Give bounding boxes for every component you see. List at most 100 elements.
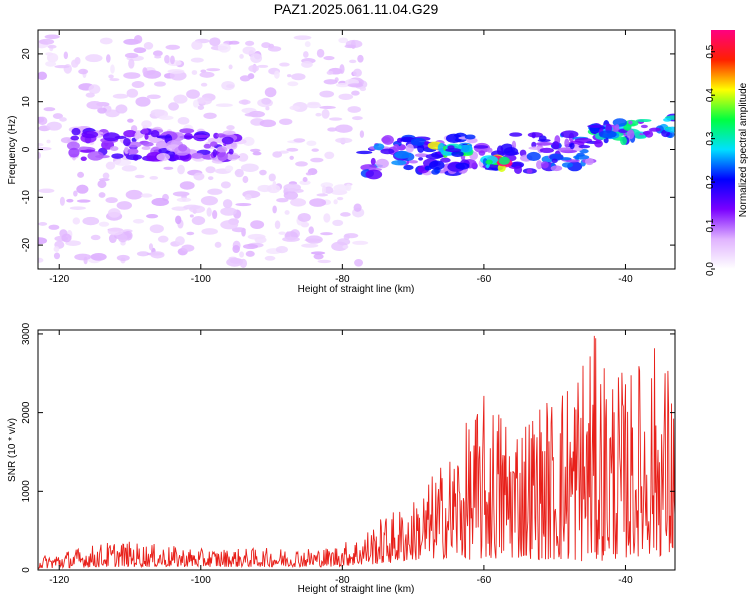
heatmap-cell: [86, 100, 103, 110]
heatmap-cell: [276, 198, 289, 203]
heatmap-cell: [324, 186, 334, 194]
snr-panel: -120 -100 -80 -60 -40 0 1000 2000 3000 Height o…: [7, 322, 676, 595]
heatmap-cell: [226, 152, 240, 161]
heatmap-cell: [282, 236, 300, 242]
heatmap-cell: [200, 195, 218, 206]
y-tick-label: 1000: [21, 480, 32, 503]
heatmap-cell: [345, 183, 352, 192]
heatmap-cell: [48, 224, 60, 230]
heatmap-cell: [381, 135, 394, 145]
heatmap-cell: [295, 161, 308, 167]
heatmap-cell: [335, 137, 353, 144]
heatmap-cell: [445, 148, 462, 153]
heatmap-cell: [585, 157, 594, 166]
heatmap-cell: [514, 165, 523, 174]
heatmap-cell: [240, 163, 259, 172]
heatmap-cell: [302, 176, 308, 183]
heatmap-cell: [220, 220, 239, 230]
heatmap-cell: [175, 215, 182, 225]
heatmap-cell: [124, 52, 139, 59]
heatmap-cell: [74, 253, 92, 261]
heatmap-cell: [259, 169, 267, 176]
heatmap-cell: [132, 219, 145, 224]
heatmap-cell: [239, 251, 245, 258]
heatmap-cell: [107, 208, 121, 218]
heatmap-cell: [261, 42, 271, 49]
heatmap-cell: [414, 153, 429, 158]
x-tick-label: -40: [618, 274, 633, 285]
heatmap-cell: [78, 68, 89, 75]
y-tick-label: 2000: [21, 401, 32, 424]
heatmap-cell: [249, 148, 261, 153]
heatmap-cell: [275, 246, 288, 254]
heatmap-cell: [38, 257, 44, 263]
heatmap-cell: [90, 234, 101, 241]
heatmap-cell: [107, 227, 124, 236]
heatmap-cell: [141, 120, 152, 128]
heatmap-cell: [335, 82, 350, 88]
heatmap-cell: [216, 133, 226, 138]
colorbar-tick-label: 0.3: [705, 131, 716, 145]
heatmap-cell: [143, 70, 162, 79]
heatmap-cell: [290, 198, 307, 207]
y-tick-label: -20: [21, 237, 32, 252]
heatmap-cell: [327, 127, 338, 132]
heatmap-cell: [289, 155, 294, 160]
heatmap-cell: [199, 71, 215, 78]
heatmap-cell: [424, 140, 430, 145]
heatmap-cell: [370, 157, 376, 166]
heatmap-cell: [150, 251, 165, 259]
heatmap-cell: [424, 165, 432, 171]
heatmap-cell: [46, 139, 51, 144]
heatmap-cell: [237, 153, 249, 162]
heatmap-cell: [301, 243, 319, 248]
heatmap-cell: [242, 46, 256, 55]
heatmap-cell: [164, 54, 170, 64]
heatmap-cell: [203, 112, 217, 119]
heatmap-cell: [311, 148, 319, 152]
heatmap-cell: [134, 174, 145, 179]
heatmap-cell: [587, 124, 604, 128]
spectrogram-y-label: Frequency (Hz): [7, 116, 18, 185]
heatmap-cell: [47, 44, 57, 49]
heatmap-cell: [309, 198, 327, 207]
heatmap-cell: [437, 142, 446, 153]
heatmap-cell: [510, 161, 525, 169]
heatmap-cell: [503, 147, 519, 156]
heatmap-cell: [85, 92, 95, 98]
y-tick-label: 3000: [21, 322, 32, 345]
heatmap-cell: [109, 78, 120, 82]
heatmap-cell: [349, 59, 357, 64]
heatmap-cell: [203, 143, 212, 149]
heatmap-cell: [323, 55, 335, 61]
heatmap-cell: [207, 188, 223, 195]
spectrogram-x-ticks: -120 -100 -80 -60 -40: [49, 30, 633, 285]
heatmap-cell: [551, 158, 558, 163]
heatmap-cell: [286, 147, 299, 152]
x-tick-label: -120: [49, 575, 69, 586]
heatmap-cell: [228, 40, 240, 45]
heatmap-cell: [403, 164, 414, 171]
heatmap-cell: [359, 86, 367, 92]
heatmap-cell: [53, 252, 61, 260]
snr-plot-area: [38, 335, 675, 569]
heatmap-cell: [509, 132, 523, 137]
heatmap-cell: [197, 105, 205, 110]
heatmap-cell: [623, 123, 632, 131]
heatmap-cell: [97, 107, 107, 114]
heatmap-cell: [228, 64, 233, 70]
heatmap-cell: [357, 54, 364, 63]
heatmap-cell: [167, 69, 185, 74]
heatmap-cell: [152, 50, 163, 57]
heatmap-cell: [272, 180, 277, 191]
heatmap-cell: [342, 244, 349, 249]
heatmap-cell: [245, 40, 255, 46]
heatmap-cell: [321, 109, 330, 119]
snr-y-label: SNR (10 * v/v): [7, 418, 18, 482]
heatmap-cell: [531, 132, 536, 139]
heatmap-cell: [165, 44, 181, 50]
heatmap-cell: [43, 107, 56, 112]
heatmap-cell: [45, 60, 57, 67]
heatmap-cell: [594, 139, 603, 148]
heatmap-cell: [353, 203, 362, 212]
